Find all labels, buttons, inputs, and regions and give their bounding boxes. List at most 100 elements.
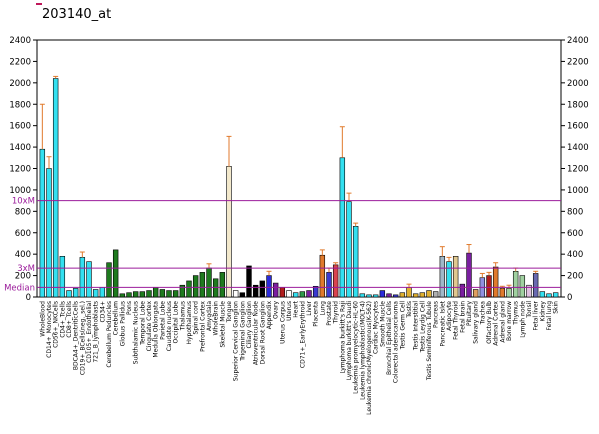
- bar: [439, 256, 446, 298]
- category-label: Pancreatic Islet: [439, 300, 446, 346]
- bar: [372, 294, 379, 298]
- category-label: Lymphoma burkitt's Daudi: [346, 301, 353, 380]
- y-tick-label-left: 800: [15, 207, 31, 217]
- category-label: Fetal liver: [533, 300, 540, 330]
- y-tick-label-left: 2400: [9, 36, 31, 46]
- bar: [186, 280, 192, 298]
- bar: [272, 282, 279, 298]
- category-label: Trachea: [479, 301, 486, 326]
- bar: [292, 292, 299, 298]
- y-tick-label-left: 200: [15, 272, 31, 282]
- bar: [259, 280, 266, 298]
- category-label: Placenta: [313, 301, 320, 327]
- y-tick-label-right: 2200: [567, 57, 589, 67]
- reference-line-label: 10xM: [12, 197, 35, 207]
- reference-line-label: Median: [4, 283, 35, 293]
- category-label: Leukemia promyelocytic-HL-60: [353, 301, 360, 394]
- y-tick-label-left: 1000: [9, 186, 31, 196]
- bar: [119, 293, 126, 298]
- category-label: Amygdala: [206, 301, 213, 331]
- category-label: Fetal brain: [459, 301, 466, 333]
- category-label: Subthalamic Nucleus: [133, 301, 140, 364]
- bar: [279, 287, 286, 298]
- category-label: Salivary gland: [473, 301, 480, 344]
- y-tick-label-left: 2000: [9, 79, 31, 89]
- y-tick-label-left: 0: [26, 293, 31, 303]
- bar: [546, 293, 552, 298]
- bar: [339, 157, 346, 298]
- y-tick-label-left: 400: [15, 250, 31, 260]
- category-label: Parietal Lobe: [159, 301, 166, 340]
- bar: [459, 283, 466, 298]
- category-label: Uterus Corpus: [279, 301, 286, 344]
- category-label: Lymphoma burkitt's Raji: [339, 301, 346, 374]
- bar: [286, 290, 292, 298]
- bar: [552, 292, 559, 298]
- bar: [212, 278, 219, 298]
- bar: [146, 290, 152, 298]
- category-label: Atrioventricular Node: [253, 301, 260, 365]
- category-label: WholeBlood: [39, 301, 46, 337]
- bar: [306, 290, 312, 298]
- y-tick-label-right: 400: [567, 250, 583, 260]
- category-label: Temporal Lobe: [139, 301, 146, 346]
- bar: [532, 273, 539, 298]
- y-tick-label-right: 1600: [567, 122, 589, 132]
- category-label: Trigeminal Ganglion: [239, 301, 246, 362]
- bar: [539, 291, 546, 298]
- category-label: Spinal cord: [193, 301, 200, 335]
- bar: [132, 291, 139, 298]
- bar: [519, 275, 526, 298]
- bar: [419, 292, 426, 298]
- bar: [106, 262, 112, 298]
- bar: [406, 287, 412, 298]
- bar: [219, 272, 226, 298]
- category-label: Cingulate Cortex: [146, 301, 153, 352]
- bar: [312, 285, 319, 298]
- category-label: Olfactory Bulb: [486, 301, 493, 344]
- category-label: Globus Pallidus: [119, 301, 126, 346]
- category-label: Pituitary: [466, 301, 473, 326]
- y-tick-label-right: 0: [567, 293, 572, 303]
- y-tick-label-right: 2400: [567, 36, 589, 46]
- y-tick-label-right: 2000: [567, 79, 589, 89]
- category-label: Thyroid: [333, 301, 340, 325]
- category-label: Ovary: [273, 301, 280, 319]
- category-label: Medulla Oblongata: [153, 301, 160, 358]
- bar: [246, 265, 252, 298]
- bar: [512, 270, 519, 298]
- bar: [426, 290, 432, 298]
- category-label: Lymph node: [519, 301, 526, 338]
- bar: [386, 293, 392, 298]
- category-label: Kidney: [539, 301, 546, 322]
- bar: [412, 293, 419, 298]
- category-label: Skin: [553, 301, 560, 314]
- category-label: Tonsil: [526, 301, 533, 319]
- bar: [379, 290, 386, 298]
- category-label: CD56+_NKCells: [53, 301, 60, 348]
- category-label: Prefrontal Cortex: [199, 301, 206, 352]
- bar: [72, 288, 79, 298]
- category-label: Heart: [293, 300, 300, 317]
- bar: [192, 275, 199, 298]
- category-label: Testis Germ Cell: [399, 301, 406, 351]
- category-label: CD19+_BCells(neg._sel.): [79, 301, 86, 375]
- bar: [452, 256, 459, 298]
- category-label: Ciliary Ganglion: [246, 301, 253, 349]
- category-label: CD71+_EarlyErythroid: [299, 301, 306, 368]
- bar: [486, 275, 492, 298]
- category-label: Fetal lung: [546, 301, 553, 331]
- y-tick-label-left: 1400: [9, 143, 31, 153]
- category-label: Leukemia chronicMyelogenous(K-562): [366, 301, 373, 415]
- category-label: CD4+_Tcells: [59, 301, 66, 338]
- bar: [319, 254, 326, 298]
- category-label: Cerebellum: [113, 301, 120, 336]
- bar: [39, 148, 46, 298]
- bar: [92, 289, 99, 298]
- bar: [266, 275, 272, 298]
- bar: [239, 292, 246, 298]
- bar: [159, 289, 166, 298]
- category-label: Superior Cervical Ganglion: [233, 301, 240, 381]
- category-label: Smooth Muscle: [379, 301, 386, 347]
- bar: [326, 272, 332, 298]
